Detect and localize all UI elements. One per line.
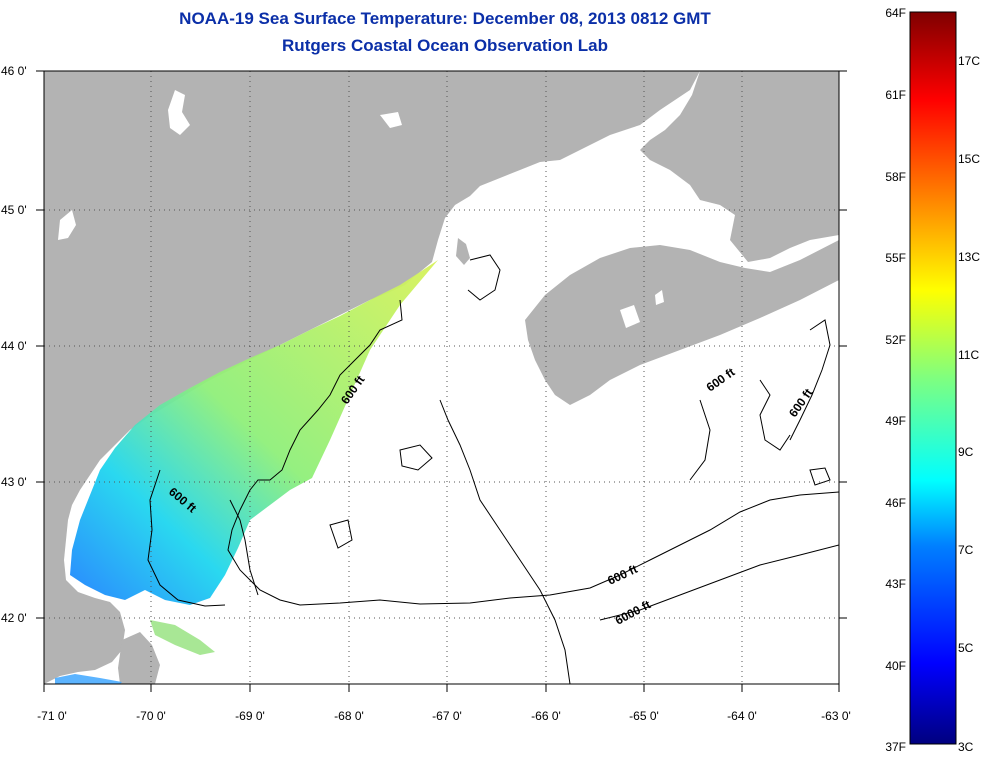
colorbar — [909, 11, 957, 745]
lon-tick-label: -70 0' — [136, 709, 166, 723]
bathymetry-contours — [147, 254, 839, 684]
lat-axis-labels: 46 0' 45 0' 44 0' 43 0' 42 0' — [1, 64, 27, 625]
colorbar-f-labels: 64F 61F 58F 55F 52F 49F 46F 43F 40F 37F — [885, 6, 906, 754]
land-new-brunswick — [640, 71, 839, 262]
map-subtitle: Rutgers Coastal Ocean Observation Lab — [282, 36, 608, 55]
tick-marks — [36, 70, 847, 692]
lon-tick-label: -66 0' — [531, 709, 561, 723]
land-cape-cod — [118, 632, 160, 684]
lon-axis-labels: -71 0' -70 0' -69 0' -68 0' -67 0' -66 0… — [37, 709, 851, 723]
lake — [380, 112, 402, 128]
lake — [168, 90, 190, 135]
colorbar-c-label: 3C — [958, 740, 974, 754]
lat-tick-label: 42 0' — [1, 611, 27, 625]
colorbar-f-label: 52F — [885, 333, 906, 347]
sst-data-patch — [55, 674, 122, 684]
colorbar-c-label: 9C — [958, 445, 974, 459]
colorbar-c-label: 11C — [958, 348, 979, 362]
map-title: NOAA-19 Sea Surface Temperature: Decembe… — [179, 9, 711, 28]
sst-data-swath — [70, 260, 438, 605]
colorbar-f-label: 43F — [885, 577, 906, 591]
colorbar-c-labels: 17C 15C 13C 11C 9C 7C 5C 3C — [958, 54, 980, 754]
lat-tick-label: 44 0' — [1, 339, 27, 353]
lat-lon-grid — [44, 71, 839, 684]
lake — [620, 305, 640, 328]
lat-tick-label: 45 0' — [1, 203, 27, 217]
lon-tick-label: -67 0' — [432, 709, 462, 723]
colorbar-f-label: 40F — [885, 659, 906, 673]
map-frame — [43, 70, 840, 685]
lon-tick-label: -68 0' — [334, 709, 364, 723]
colorbar-c-label: 5C — [958, 641, 974, 655]
colorbar-f-label: 64F — [885, 6, 906, 20]
colorbar-f-label: 46F — [885, 496, 906, 510]
colorbar-c-label: 13C — [958, 250, 980, 264]
lake — [655, 290, 664, 305]
lon-tick-label: -71 0' — [37, 709, 67, 723]
colorbar-f-label: 49F — [885, 414, 906, 428]
colorbar-f-label: 55F — [885, 251, 906, 265]
colorbar-c-label: 7C — [958, 543, 974, 557]
colorbar-f-label: 61F — [885, 88, 906, 102]
colorbar-f-label: 58F — [885, 170, 906, 184]
lon-tick-label: -63 0' — [821, 709, 851, 723]
lat-tick-label: 43 0' — [1, 475, 27, 489]
land-nova-scotia — [525, 240, 839, 405]
lake — [58, 210, 76, 240]
colorbar-f-label: 37F — [885, 740, 906, 754]
lon-tick-label: -69 0' — [235, 709, 265, 723]
lat-tick-label: 46 0' — [1, 64, 27, 78]
colorbar-c-label: 15C — [958, 152, 980, 166]
colorbar-c-label: 17C — [958, 54, 980, 68]
lon-tick-label: -65 0' — [629, 709, 659, 723]
land-grand-manan — [456, 238, 470, 265]
land-new-england — [44, 71, 700, 684]
lon-tick-label: -64 0' — [727, 709, 757, 723]
sst-data-patch — [150, 620, 215, 655]
